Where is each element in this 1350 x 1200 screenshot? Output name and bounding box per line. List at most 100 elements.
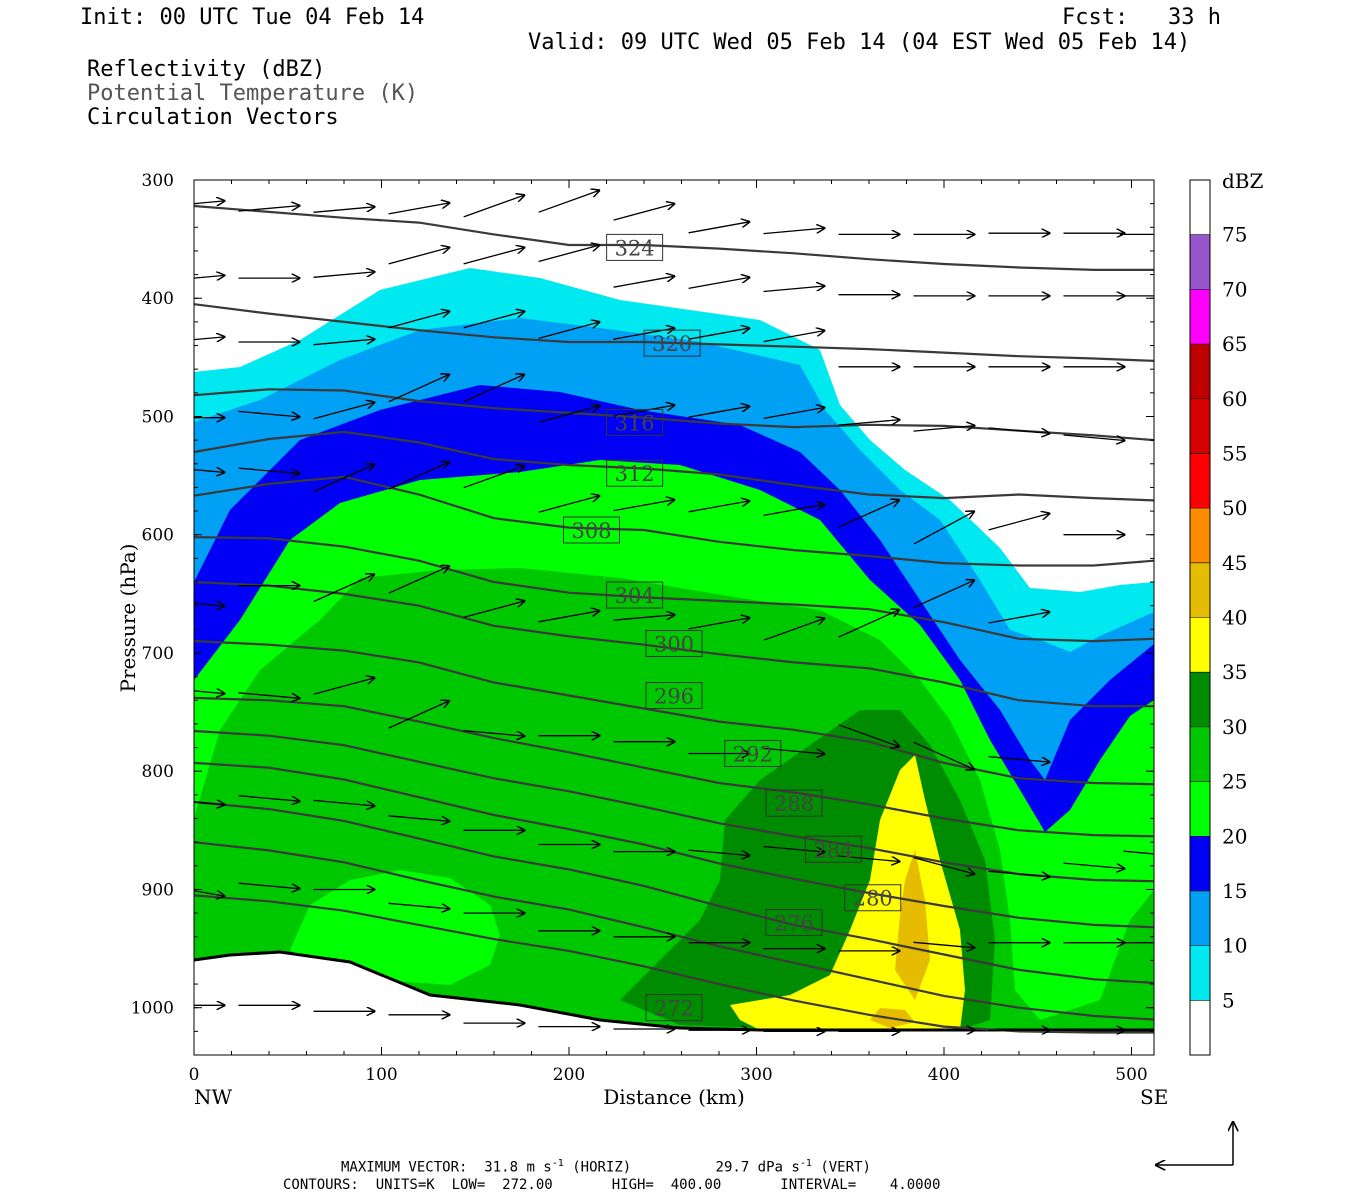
- y-tick-label: 1000: [131, 999, 174, 1019]
- y-axis-title: Pressure (hPa): [116, 544, 140, 693]
- circulation-vector: [388, 311, 450, 329]
- theta-contour-296: [194, 640, 1154, 786]
- circulation-vector: [613, 204, 675, 221]
- colorbar-level-label: 35: [1222, 660, 1247, 684]
- theta-contour-280: [194, 800, 1154, 984]
- circulation-vector: [463, 729, 525, 737]
- colorbar-level-label: 25: [1222, 770, 1247, 794]
- reference-vector: [1156, 1122, 1233, 1165]
- max-vector-vert-tag: (VERT): [820, 1159, 871, 1176]
- max-vector-horiz-tag: (HORIZ): [572, 1159, 632, 1176]
- colorbar-swatch: [1190, 1000, 1210, 1055]
- circulation-vector: [313, 272, 375, 278]
- circulation-vector: [763, 331, 825, 343]
- circulation-vector: [238, 882, 300, 889]
- circulation-vector: [763, 618, 825, 641]
- circulation-vector: [688, 849, 750, 855]
- circulation-vector: [913, 511, 974, 545]
- theta-label-box-324: [606, 233, 664, 261]
- colorbar-swatch: [1190, 562, 1210, 618]
- x-tick-label: 300: [740, 1065, 772, 1085]
- theta-label-box-284: [804, 835, 862, 863]
- circulation-vector: [194, 688, 225, 694]
- theta-contour-300: [194, 580, 1154, 708]
- theta-label-320: 320: [652, 332, 692, 356]
- colorbar-swatch: [1190, 945, 1210, 1001]
- theta-label-box-312: [606, 459, 664, 487]
- circulation-vector: [194, 275, 225, 281]
- theta-label-296: 296: [654, 685, 694, 709]
- colorbar-swatch: [1190, 672, 1210, 727]
- circulation-vector: [388, 815, 450, 822]
- circulation-vector: [538, 406, 600, 423]
- theta-label-box-300: [645, 630, 703, 658]
- theta-label-box-276: [765, 909, 823, 937]
- colorbar-level-label: 15: [1222, 879, 1247, 903]
- circulation-vector: [388, 462, 449, 490]
- y-tick-label: 600: [142, 526, 174, 546]
- circulation-vector: [538, 496, 600, 513]
- theta-contour-320: [194, 303, 1154, 362]
- colorbar-swatch: [1190, 836, 1210, 891]
- forecast-hour: Fcst: 33 h: [1062, 5, 1221, 30]
- colorbar-level-label: 50: [1222, 496, 1247, 520]
- max-vector-label: MAXIMUM VECTOR:: [341, 1159, 468, 1176]
- contours-info: CONTOURS: UNITS=K LOW= 272.00 HIGH= 400.…: [283, 1177, 941, 1193]
- circulation-vector: [313, 678, 375, 695]
- colorbar-level-label: 55: [1222, 441, 1247, 465]
- circulation-vector: [238, 410, 300, 417]
- colorbar-level-label: 20: [1222, 824, 1247, 848]
- init-time: Init: 00 UTC Tue 04 Feb 14: [80, 5, 425, 30]
- x-axis-title: Distance (km): [603, 1085, 745, 1109]
- circulation-vector: [463, 375, 524, 403]
- colorbar-swatch: [1190, 344, 1210, 399]
- circulation-vector: [388, 203, 450, 215]
- circulation-vector: [194, 337, 225, 343]
- theta-label-box-308: [563, 516, 620, 544]
- endpoint-left: NW: [194, 1085, 233, 1109]
- circulation-vector: [763, 286, 825, 293]
- colorbar-level-label: 45: [1222, 551, 1247, 575]
- circulation-vector: [763, 845, 825, 853]
- circulation-vector: [613, 615, 675, 621]
- circulation-vector: [238, 206, 300, 212]
- y-tick-label: 300: [142, 171, 174, 191]
- theta-label-272: 272: [654, 997, 694, 1021]
- circulation-vector: [1063, 862, 1125, 869]
- circulation-vector: [313, 339, 375, 346]
- circulation-vector: [313, 574, 374, 603]
- circulation-vector: [688, 328, 750, 340]
- theta-contour-288: [194, 729, 1154, 883]
- colorbar-swatch: [1190, 726, 1210, 782]
- theta-contour-276: [194, 841, 1154, 1021]
- circulation-vector: [688, 277, 750, 290]
- max-vector-horiz-unit: -1: [551, 1158, 564, 1169]
- field-theta: Potential Temperature (K): [87, 81, 419, 106]
- colorbar-swatch: [1190, 453, 1210, 509]
- theta-contours: [194, 204, 1154, 1034]
- circulation-vector: [538, 245, 600, 263]
- theta-labels: 324 320 316 312 308 304 300 296 292 288 284 280 276 2…: [563, 233, 902, 1022]
- theta-label-284: 284: [813, 838, 853, 862]
- circulation-vector: [388, 566, 449, 594]
- theta-label-box-288: [765, 789, 823, 817]
- circulation-vector: [463, 248, 525, 265]
- theta-label-box-320: [643, 329, 701, 357]
- max-vector-horiz: 31.8 m s: [484, 1159, 552, 1176]
- theta-label-300: 300: [654, 633, 694, 657]
- circulation-vector: [913, 856, 975, 874]
- theta-label-box-292: [724, 739, 782, 767]
- plot-frame: [193, 179, 1155, 1056]
- circulation-vector: [194, 201, 225, 207]
- theta-label-box-296: [645, 682, 703, 710]
- circulation-vector: [1123, 850, 1154, 855]
- circulation-vector: [1063, 434, 1125, 441]
- circulation-vector: [838, 724, 900, 747]
- theta-label-324: 324: [615, 236, 655, 260]
- colorbar-swatch: [1190, 234, 1210, 290]
- y-tick-label: 800: [142, 762, 174, 782]
- field-vectors: Circulation Vectors: [87, 105, 339, 130]
- colorbar-swatch: [1190, 617, 1210, 673]
- circulation-vector: [194, 467, 225, 472]
